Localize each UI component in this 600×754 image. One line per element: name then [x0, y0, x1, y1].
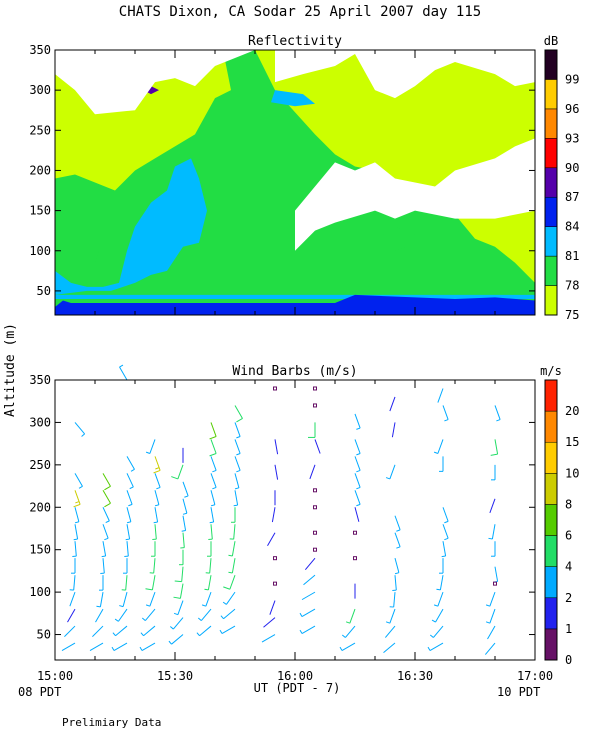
colorbar-label: 6 — [565, 529, 572, 543]
colorbar-label: 8 — [565, 497, 572, 511]
wind-barb-half-feather — [228, 572, 232, 573]
colorbar-swatch — [545, 567, 557, 598]
y-tick-label: 100 — [29, 244, 51, 258]
plot-title: Wind Barbs (m/s) — [232, 364, 357, 379]
colorbar-label: 20 — [565, 404, 579, 418]
footer-note: Prelimiary Data — [62, 716, 161, 729]
colorbar-label: 81 — [565, 249, 579, 263]
y-tick-label: 200 — [29, 500, 51, 514]
wind-barb-half-feather — [126, 539, 130, 540]
wind-barb-half-feather — [96, 606, 100, 607]
x-axis-right-note: 10 PDT — [497, 685, 540, 699]
colorbar-swatch — [545, 109, 557, 138]
wind-barb-half-feather — [204, 589, 208, 590]
colorbar-unit: dB — [544, 34, 558, 48]
colorbar-label: 96 — [565, 102, 579, 116]
colorbar-swatch — [545, 442, 557, 473]
colorbar-swatch — [545, 197, 557, 226]
y-tick-label: 50 — [37, 284, 51, 298]
wind-barb-half-feather — [442, 556, 446, 557]
colorbar-swatch — [545, 168, 557, 197]
colorbar-swatch — [545, 256, 557, 285]
colorbar-swatch — [545, 536, 557, 567]
colorbar-label: 99 — [565, 72, 579, 86]
plot-1: Reflectivity 50 100 150 200 250 300 350 dB 75 78 81… — [29, 34, 579, 322]
colorbar-label: 10 — [565, 466, 579, 480]
y-tick-label: 350 — [29, 43, 51, 57]
y-tick-label: 350 — [29, 373, 51, 387]
colorbar-swatch — [545, 50, 557, 79]
colorbar-label: 15 — [565, 435, 579, 449]
wind-barb-half-feather — [154, 522, 158, 523]
y-tick-label: 150 — [29, 543, 51, 557]
wind-barb-half-feather — [74, 539, 78, 540]
x-axis-label: UT (PDT - 7) — [254, 681, 341, 695]
x-axis-left-note: 08 PDT — [18, 685, 61, 699]
x-tick-label: 15:00 — [37, 669, 73, 683]
colorbar-label: 78 — [565, 279, 579, 293]
colorbar-label: 90 — [565, 161, 579, 175]
x-tick-label: 16:00 — [277, 669, 313, 683]
y-axis-label: Altitude (m) — [3, 323, 18, 417]
colorbar-swatch — [545, 380, 557, 411]
y-tick-label: 150 — [29, 204, 51, 218]
x-tick-label: 17:00 — [517, 669, 553, 683]
y-tick-label: 300 — [29, 415, 51, 429]
colorbar-swatch — [545, 227, 557, 256]
colorbar-label: 0 — [565, 653, 572, 667]
colorbar-swatch — [545, 473, 557, 504]
wind-barb-feather — [175, 581, 182, 582]
colorbar-label: 87 — [565, 190, 579, 204]
page-title: CHATS Dixon, CA Sodar 25 April 2007 day … — [119, 4, 481, 20]
x-tick-label: 15:30 — [157, 669, 193, 683]
colorbar-swatch — [545, 504, 557, 535]
colorbar-label: 93 — [565, 131, 579, 145]
wind-barb-half-feather — [488, 538, 492, 539]
colorbar-label: 75 — [565, 308, 579, 322]
colorbar-label: 84 — [565, 220, 579, 234]
colorbar-swatch — [545, 411, 557, 442]
wind-barb-half-feather — [234, 505, 238, 506]
y-tick-label: 200 — [29, 163, 51, 177]
colorbar-label: 2 — [565, 591, 572, 605]
colorbar-swatch — [545, 286, 557, 315]
y-tick-label: 300 — [29, 83, 51, 97]
colorbar-label: 1 — [565, 622, 572, 636]
wind-barb-half-feather — [102, 556, 106, 557]
colorbar-swatch — [545, 79, 557, 108]
y-tick-label: 250 — [29, 458, 51, 472]
colorbar-swatch — [545, 598, 557, 629]
y-tick-label: 50 — [37, 628, 51, 642]
colorbar-swatch — [545, 629, 557, 660]
colorbar-swatch — [545, 138, 557, 167]
x-tick-label: 16:30 — [397, 669, 433, 683]
wind-barb-half-feather — [210, 522, 214, 523]
contour-region — [55, 295, 535, 299]
wind-barb-half-feather — [182, 531, 186, 532]
contour-fills — [55, 50, 535, 315]
y-tick-label: 250 — [29, 123, 51, 137]
wind-barb-half-feather — [228, 555, 232, 556]
colorbar-label: 4 — [565, 560, 572, 574]
wind-barb-half-feather — [436, 589, 440, 590]
y-tick-label: 100 — [29, 585, 51, 599]
colorbar-unit: m/s — [540, 364, 562, 378]
plot-title: Reflectivity — [248, 34, 342, 49]
